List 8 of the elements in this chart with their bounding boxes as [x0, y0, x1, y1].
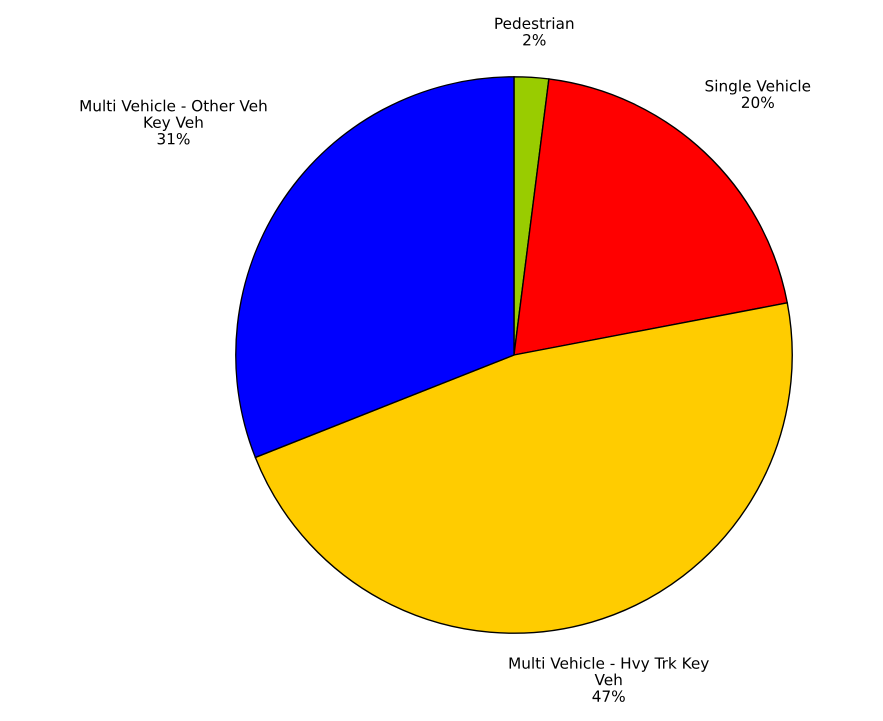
slice-label: Multi Vehicle - Other Veh Key Veh — [80, 100, 266, 131]
data-label: 20% — [742, 96, 774, 108]
slice-label: Multi Vehicle - Hvy Trk Key Veh — [510, 657, 709, 686]
data-label: 2% — [523, 34, 546, 46]
data-label: 47% — [592, 690, 625, 702]
data-label: 31% — [158, 132, 190, 145]
slice-label: Pedestrian — [495, 17, 574, 30]
slice-label: Single Vehicle — [706, 80, 810, 95]
